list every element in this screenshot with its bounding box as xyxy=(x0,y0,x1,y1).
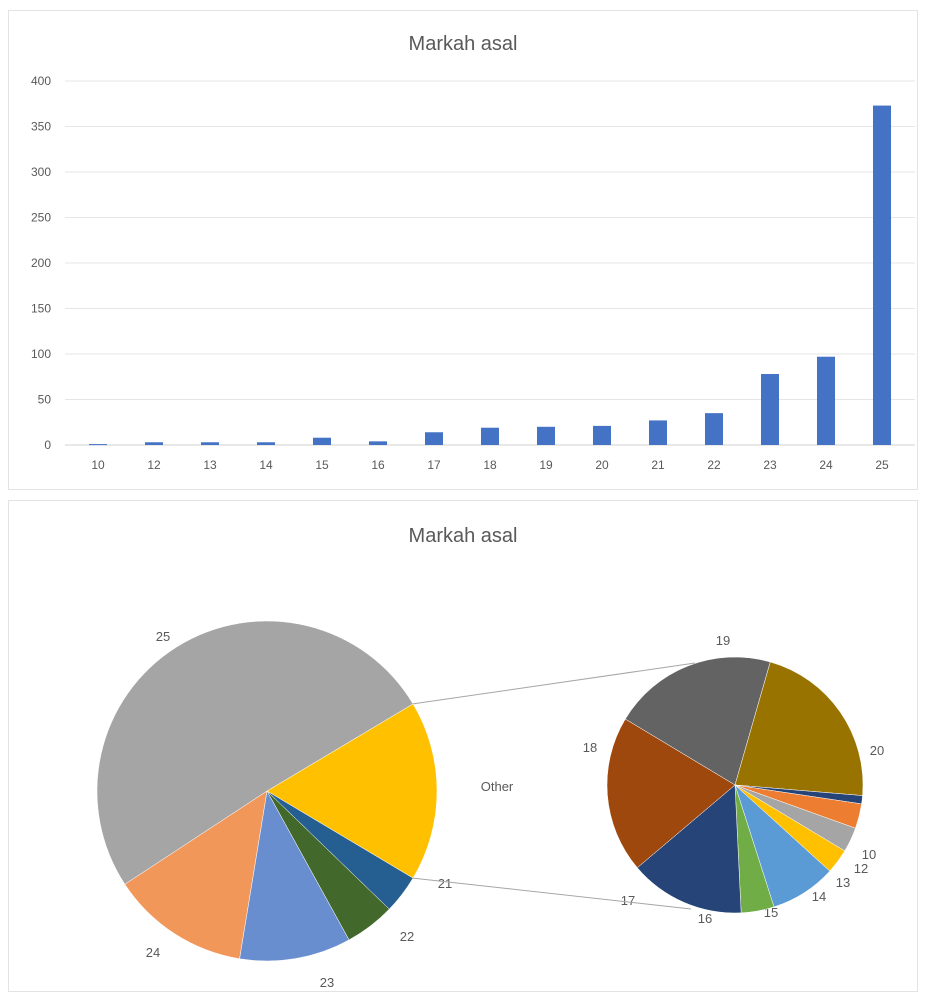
x-tick-label: 16 xyxy=(371,458,385,472)
pie-slice xyxy=(266,703,438,879)
bar xyxy=(761,374,779,445)
pie-slice-label: 25 xyxy=(156,629,170,644)
x-tick-label: 20 xyxy=(595,458,609,472)
pie-slice-label: 13 xyxy=(836,875,850,890)
y-tick-label: 300 xyxy=(31,165,51,179)
pie-slice-label: 14 xyxy=(812,889,826,904)
x-tick-label: 12 xyxy=(147,458,161,472)
pie-slice xyxy=(606,718,736,869)
x-tick-label: 21 xyxy=(651,458,665,472)
y-tick-label: 250 xyxy=(31,211,51,225)
bar xyxy=(817,356,835,445)
x-tick-label: 24 xyxy=(819,458,833,472)
y-tick-label: 100 xyxy=(31,347,51,361)
pie-slice-label: 10 xyxy=(862,847,876,862)
bar xyxy=(705,413,723,445)
bar xyxy=(145,442,163,445)
bar xyxy=(593,425,611,445)
y-tick-label: 150 xyxy=(31,302,51,316)
pie-chart-title: Markah asal xyxy=(408,525,518,547)
pie-chart-panel: Markah asal Other 21 22 23 24 25 19 20 10 12 13 14 1… xyxy=(8,500,918,992)
bar-chart: 0 50 100 150 200 250 300 350 400 10 12 13 14 15 16 17 18… xyxy=(31,74,915,472)
bar xyxy=(201,442,219,445)
pie-slice xyxy=(124,790,268,960)
y-tick-label: 50 xyxy=(38,393,52,407)
x-tick-label: 13 xyxy=(203,458,217,472)
x-tick-label: 17 xyxy=(427,458,441,472)
bar xyxy=(873,105,891,445)
x-tick-label: 18 xyxy=(483,458,497,472)
x-tick-label: 15 xyxy=(315,458,329,472)
bar-chart-panel: Markah asal 0 50 100 150 200 250 300 350 400 10 12… xyxy=(8,10,918,490)
bar xyxy=(257,442,275,445)
pie-slice-label: 18 xyxy=(583,740,597,755)
x-tick-label: 22 xyxy=(707,458,721,472)
pie-slice-label: 21 xyxy=(438,876,452,891)
bar xyxy=(313,437,331,445)
connector-line xyxy=(412,877,692,910)
pie-slice-label: 19 xyxy=(716,633,730,648)
bar-chart-title: Markah asal xyxy=(408,33,518,55)
pie-slice xyxy=(239,790,350,962)
pie-slice-label: 23 xyxy=(320,975,334,990)
y-tick-label: 0 xyxy=(44,438,51,452)
bar xyxy=(89,444,107,446)
pie-slice-label: 12 xyxy=(854,861,868,876)
x-tick-label: 25 xyxy=(875,458,889,472)
x-tick-label: 14 xyxy=(259,458,273,472)
pie-slice xyxy=(96,620,414,885)
x-tick-label: 23 xyxy=(763,458,777,472)
pie-slice-label: 24 xyxy=(146,945,160,960)
x-tick-label: 19 xyxy=(539,458,553,472)
bar xyxy=(481,427,499,445)
pie-slice xyxy=(636,784,742,914)
pie-slice xyxy=(624,656,771,786)
bar xyxy=(649,420,667,445)
y-tick-label: 400 xyxy=(31,74,51,88)
bar xyxy=(425,432,443,445)
pie-slice xyxy=(734,661,864,796)
pie-slice-label: 20 xyxy=(870,743,884,758)
bar xyxy=(537,426,555,445)
pie-slice-label: 17 xyxy=(621,893,635,908)
pie-slice-label: Other xyxy=(481,779,514,794)
connector-line xyxy=(412,662,696,705)
x-tick-label: 10 xyxy=(91,458,105,472)
y-tick-label: 200 xyxy=(31,256,51,270)
y-tick-label: 350 xyxy=(31,120,51,134)
pie-slice-label: 16 xyxy=(698,911,712,926)
pie-slice-label: 22 xyxy=(400,929,414,944)
bar xyxy=(369,441,387,445)
